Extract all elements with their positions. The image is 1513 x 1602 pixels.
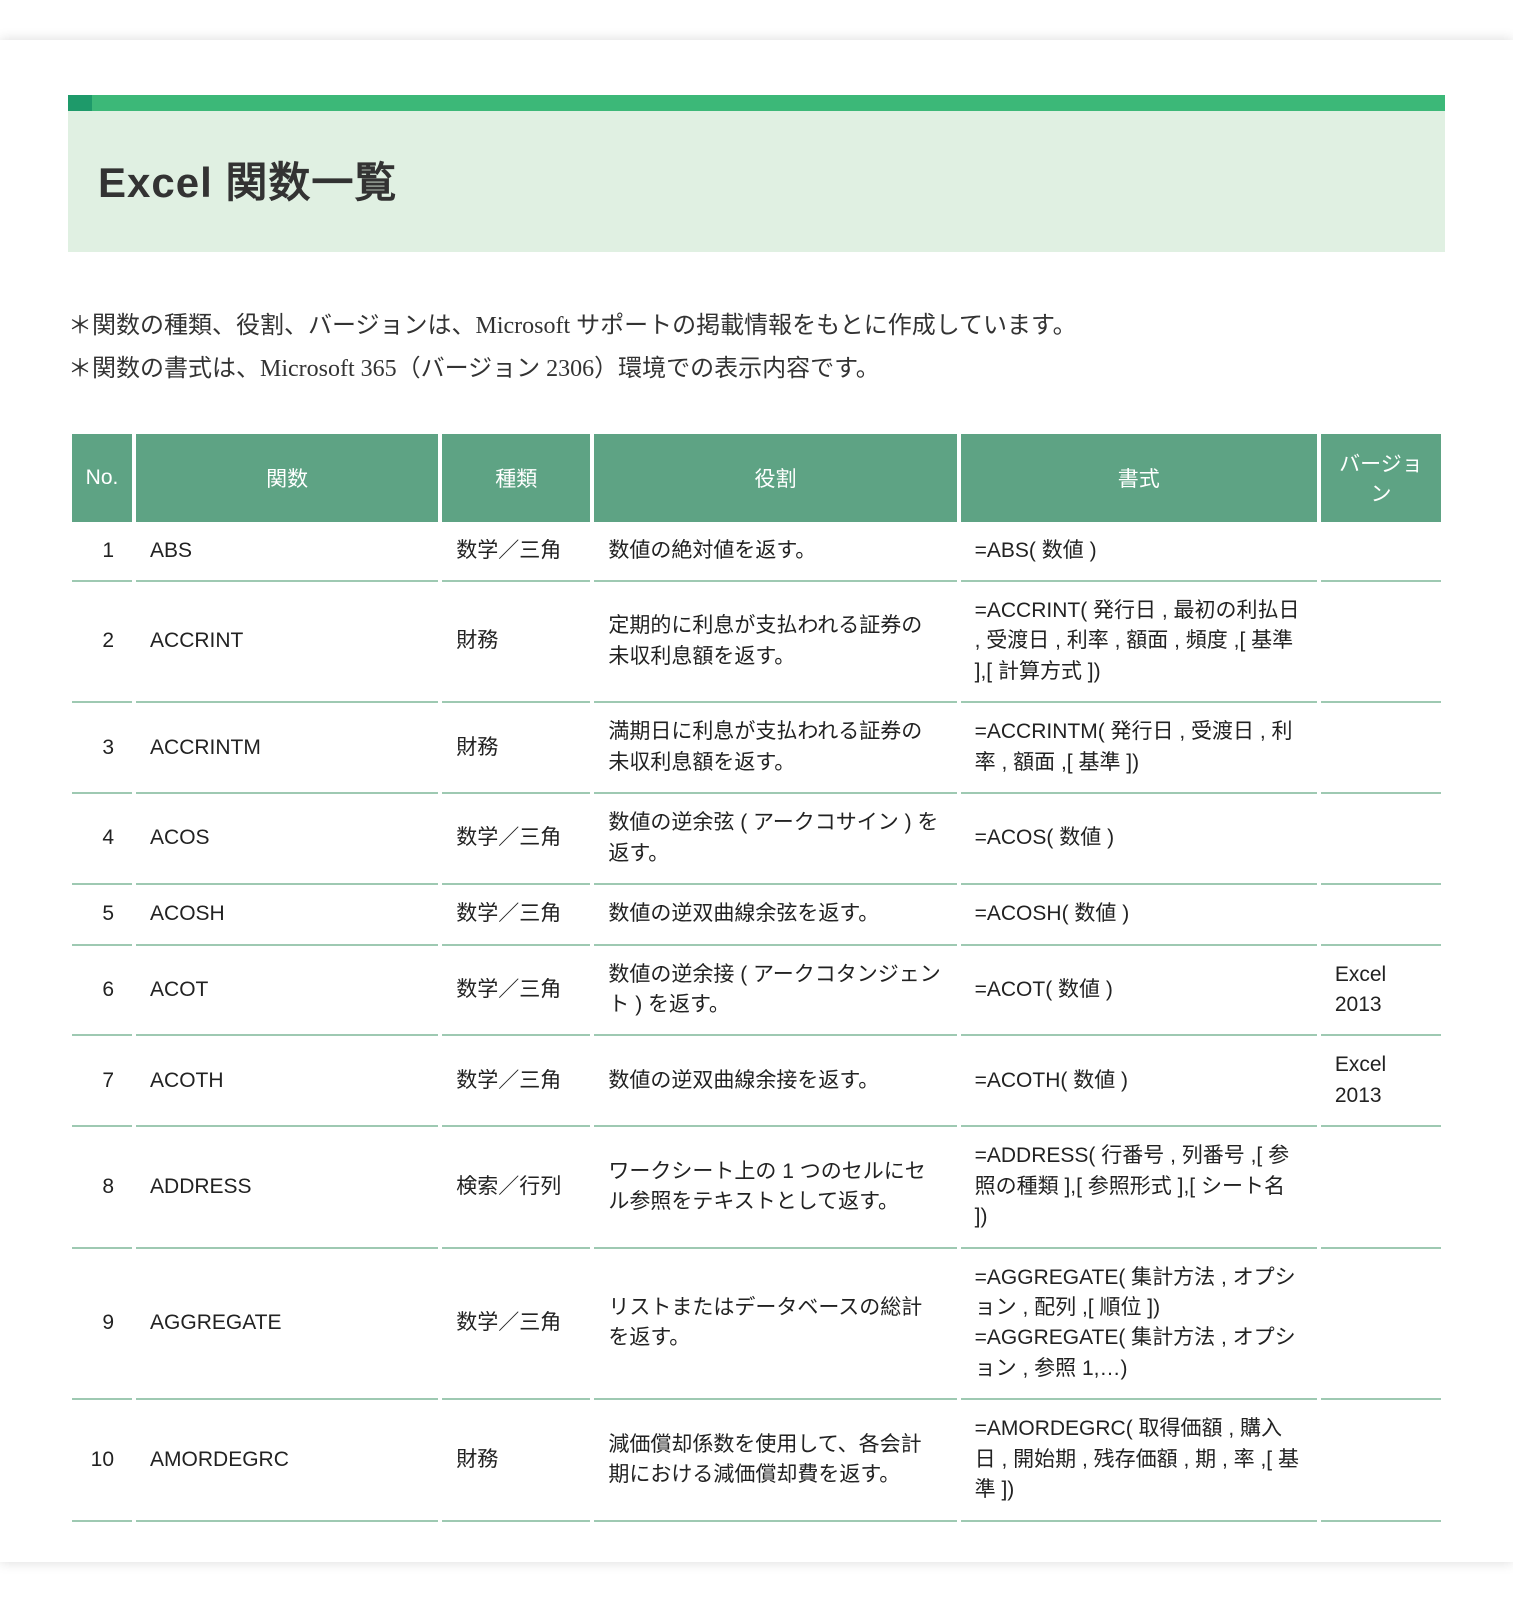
cell-formula: =AGGREGATE( 集計方法 , オプション , 配列 ,[ 順位 ])=A…: [961, 1249, 1317, 1401]
cell-formula: =ACCRINT( 発行日 , 最初の利払日 , 受渡日 , 利率 , 額面 ,…: [961, 582, 1317, 703]
cell-no: 9: [72, 1249, 132, 1401]
cell-description: 数値の絶対値を返す。: [594, 522, 956, 582]
cell-function-name: ACOSH: [136, 885, 438, 945]
note-line: ＊関数の種類、役割、バージョンは、Microsoft サポートの掲載情報をもとに…: [68, 306, 1445, 347]
cell-category: 検索／行列: [442, 1127, 590, 1248]
cell-category: 財務: [442, 582, 590, 703]
col-header-version: バージョン: [1321, 434, 1441, 522]
table-row: 3ACCRINTM財務満期日に利息が支払われる証券の未収利息額を返す。=ACCR…: [72, 703, 1441, 794]
col-header-role: 役割: [594, 434, 956, 522]
table-row: 1ABS数学／三角数値の絶対値を返す。=ABS( 数値 ): [72, 522, 1441, 582]
cell-no: 4: [72, 794, 132, 885]
cell-no: 5: [72, 885, 132, 945]
table-row: 8ADDRESS検索／行列ワークシート上の 1 つのセルにセル参照をテキストとし…: [72, 1127, 1441, 1248]
cell-description: 数値の逆余接 ( アークコタンジェント ) を返す。: [594, 946, 956, 1037]
col-header-formula: 書式: [961, 434, 1317, 522]
title-accent-bar: [68, 95, 1445, 111]
title-block: Excel 関数一覧: [68, 111, 1445, 252]
cell-function-name: AMORDEGRC: [136, 1400, 438, 1521]
table-row: 9AGGREGATE数学／三角リストまたはデータベースの総計を返す。=AGGRE…: [72, 1249, 1441, 1401]
cell-description: 減価償却係数を使用して、各会計期における減価償却費を返す。: [594, 1400, 956, 1521]
cell-version: [1321, 703, 1441, 794]
cell-formula: =ABS( 数値 ): [961, 522, 1317, 582]
cell-no: 1: [72, 522, 132, 582]
page-inner: Excel 関数一覧 ＊関数の種類、役割、バージョンは、Microsoft サポ…: [0, 40, 1513, 1562]
cell-formula: =ACCRINTM( 発行日 , 受渡日 , 利率 , 額面 ,[ 基準 ]): [961, 703, 1317, 794]
note-line: ＊関数の書式は、Microsoft 365（バージョン 2306）環境での表示内…: [68, 349, 1445, 390]
cell-no: 2: [72, 582, 132, 703]
cell-version: [1321, 885, 1441, 945]
cell-function-name: ACOTH: [136, 1036, 438, 1127]
table-header-row: No. 関数 種類 役割 書式 バージョン: [72, 434, 1441, 522]
table-row: 5ACOSH数学／三角数値の逆双曲線余弦を返す。=ACOSH( 数値 ): [72, 885, 1441, 945]
cell-function-name: ABS: [136, 522, 438, 582]
cell-category: 数学／三角: [442, 1249, 590, 1401]
cell-description: 数値の逆双曲線余接を返す。: [594, 1036, 956, 1127]
col-header-func: 関数: [136, 434, 438, 522]
cell-category: 数学／三角: [442, 522, 590, 582]
accent-bar-light-segment: [92, 95, 1445, 111]
cell-function-name: ACOT: [136, 946, 438, 1037]
cell-function-name: AGGREGATE: [136, 1249, 438, 1401]
cell-function-name: ACCRINT: [136, 582, 438, 703]
cell-category: 財務: [442, 1400, 590, 1521]
table-body: 1ABS数学／三角数値の絶対値を返す。=ABS( 数値 )2ACCRINT財務定…: [72, 522, 1441, 1522]
cell-formula: =ADDRESS( 行番号 , 列番号 ,[ 参照の種類 ],[ 参照形式 ],…: [961, 1127, 1317, 1248]
table-row: 4ACOS数学／三角数値の逆余弦 ( アークコサイン ) を返す。=ACOS( …: [72, 794, 1441, 885]
cell-no: 8: [72, 1127, 132, 1248]
cell-function-name: ADDRESS: [136, 1127, 438, 1248]
cell-no: 6: [72, 946, 132, 1037]
table-row: 6ACOT数学／三角数値の逆余接 ( アークコタンジェント ) を返す。=ACO…: [72, 946, 1441, 1037]
cell-description: 数値の逆余弦 ( アークコサイン ) を返す。: [594, 794, 956, 885]
cell-description: リストまたはデータベースの総計を返す。: [594, 1249, 956, 1401]
accent-bar-dark-segment: [68, 95, 92, 111]
cell-no: 3: [72, 703, 132, 794]
table-row: 7ACOTH数学／三角数値の逆双曲線余接を返す。=ACOTH( 数値 )Exce…: [72, 1036, 1441, 1127]
cell-version: [1321, 522, 1441, 582]
cell-no: 7: [72, 1036, 132, 1127]
cell-version: [1321, 1127, 1441, 1248]
cell-description: ワークシート上の 1 つのセルにセル参照をテキストとして返す。: [594, 1127, 956, 1248]
cell-formula: =ACOTH( 数値 ): [961, 1036, 1317, 1127]
page-title: Excel 関数一覧: [98, 149, 1415, 210]
cell-category: 数学／三角: [442, 794, 590, 885]
cell-description: 満期日に利息が支払われる証券の未収利息額を返す。: [594, 703, 956, 794]
cell-formula: =ACOT( 数値 ): [961, 946, 1317, 1037]
notes-block: ＊関数の種類、役割、バージョンは、Microsoft サポートの掲載情報をもとに…: [68, 306, 1445, 390]
cell-function-name: ACCRINTM: [136, 703, 438, 794]
cell-version: [1321, 1400, 1441, 1521]
cell-category: 数学／三角: [442, 885, 590, 945]
table-row: 10AMORDEGRC財務減価償却係数を使用して、各会計期における減価償却費を返…: [72, 1400, 1441, 1521]
cell-formula: =AMORDEGRC( 取得価額 , 購入日 , 開始期 , 残存価額 , 期 …: [961, 1400, 1317, 1521]
document-page: Excel 関数一覧 ＊関数の種類、役割、バージョンは、Microsoft サポ…: [0, 40, 1513, 1562]
cell-function-name: ACOS: [136, 794, 438, 885]
table-row: 2ACCRINT財務定期的に利息が支払われる証券の未収利息額を返す。=ACCRI…: [72, 582, 1441, 703]
col-header-type: 種類: [442, 434, 590, 522]
col-header-no: No.: [72, 434, 132, 522]
cell-version: [1321, 582, 1441, 703]
cell-no: 10: [72, 1400, 132, 1521]
cell-category: 数学／三角: [442, 1036, 590, 1127]
functions-table-wrap: No. 関数 種類 役割 書式 バージョン 1ABS数学／三角数値の絶対値を返す…: [68, 434, 1445, 1522]
cell-formula: =ACOS( 数値 ): [961, 794, 1317, 885]
cell-description: 数値の逆双曲線余弦を返す。: [594, 885, 956, 945]
cell-category: 財務: [442, 703, 590, 794]
cell-version: [1321, 1249, 1441, 1401]
cell-formula: =ACOSH( 数値 ): [961, 885, 1317, 945]
functions-table: No. 関数 種類 役割 書式 バージョン 1ABS数学／三角数値の絶対値を返す…: [68, 434, 1445, 1522]
cell-version: Excel 2013: [1321, 1036, 1441, 1127]
cell-category: 数学／三角: [442, 946, 590, 1037]
cell-version: [1321, 794, 1441, 885]
cell-version: Excel 2013: [1321, 946, 1441, 1037]
cell-description: 定期的に利息が支払われる証券の未収利息額を返す。: [594, 582, 956, 703]
